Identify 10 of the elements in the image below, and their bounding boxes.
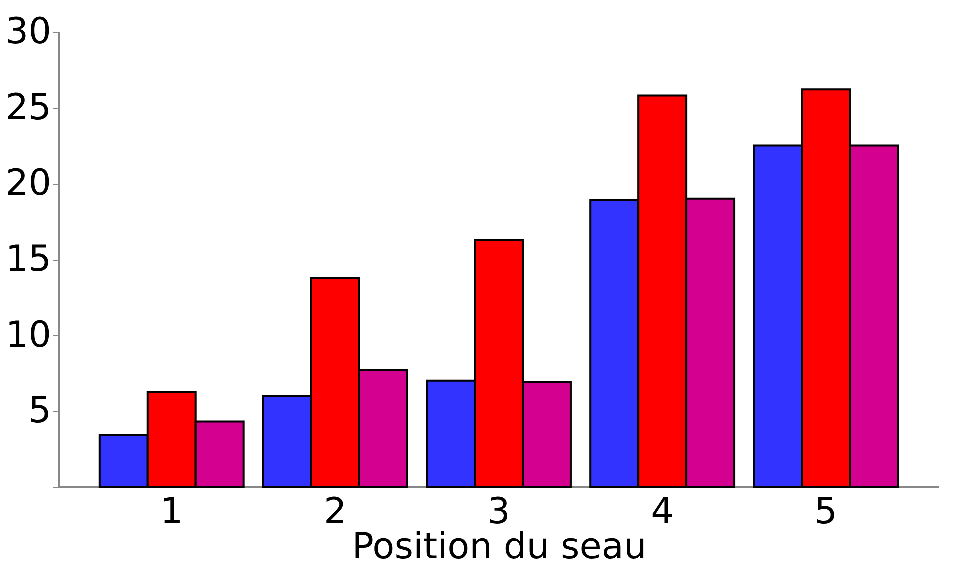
y-tick-label: 15 — [6, 239, 52, 280]
y-tick-label: 25 — [6, 87, 52, 128]
x-tick-label: 4 — [651, 492, 674, 532]
y-tick-label: 20 — [6, 163, 52, 204]
y-tick-label: 30 — [6, 12, 52, 52]
y-tick-label: 10 — [6, 314, 52, 356]
y-tick-label: 5 — [28, 390, 52, 432]
x-tick-label: 1 — [160, 492, 184, 532]
x-tick-label: 5 — [814, 492, 838, 532]
x-tick-label: 2 — [324, 492, 347, 532]
